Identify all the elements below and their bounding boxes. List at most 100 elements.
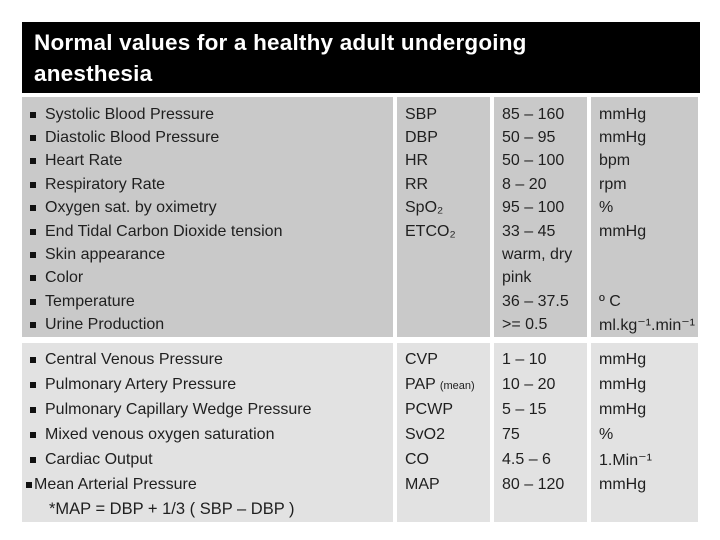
unit-cell: mmHg (591, 103, 698, 126)
value-label: warm, dry (502, 246, 573, 264)
abbr-label: MAP (405, 475, 440, 493)
abbr-cell: SpO₂ (397, 197, 490, 220)
value-label: pink (502, 269, 532, 287)
unit-label: mmHg (599, 350, 647, 368)
param-cell: Color (22, 267, 393, 290)
unit-cell: mmHg (591, 347, 698, 372)
param-cell: Oxygen sat. by oximetry (22, 197, 393, 220)
param-cell: Skin appearance (22, 243, 393, 266)
unit-cell: mmHg (591, 472, 698, 497)
param-label: Skin appearance (45, 246, 166, 264)
bullet-icon (30, 181, 36, 188)
column-parameters: Systolic Blood Pressure Diastolic Blood P… (22, 97, 393, 337)
param-label: Respiratory Rate (45, 175, 166, 193)
abbr-label: DBP (405, 129, 438, 147)
abbr-note-label: (mean) (439, 379, 475, 392)
value-label: 50 – 100 (502, 152, 565, 170)
abbr-cell (397, 267, 490, 290)
value-cell: 75 (494, 422, 587, 447)
value-cell: 4.5 – 6 (494, 447, 587, 472)
abbr-label: SpO₂ (405, 199, 444, 217)
bullet-icon (30, 275, 36, 282)
slide-title-line-1: Normal values for a healthy adult underg… (34, 30, 527, 55)
bullet-icon (30, 322, 36, 329)
value-cell: 85 – 160 (494, 103, 587, 126)
unit-cell (591, 267, 698, 290)
value-cell: pink (494, 267, 587, 290)
abbr-cell: SBP (397, 103, 490, 126)
abbr-cell: ETCO₂ (397, 220, 490, 243)
unit-label: 1.Min⁻¹ (599, 451, 652, 469)
unit-label: mmHg (599, 375, 647, 393)
value-cell: 8 – 20 (494, 173, 587, 196)
unit-label: % (599, 425, 614, 443)
abbr-label: SBP (405, 105, 438, 123)
unit-cell: mmHg (591, 397, 698, 422)
param-cell: End Tidal Carbon Dioxide tension (22, 220, 393, 243)
column-values: 85 – 160 50 – 95 50 – 100 8 – 20 95 – 100 33 … (494, 97, 587, 337)
abbr-cell: DBP (397, 126, 490, 149)
param-label: Pulmonary Artery Pressure (45, 375, 237, 393)
value-label: >= 0.5 (502, 316, 548, 334)
value-cell: 50 – 100 (494, 150, 587, 173)
abbr-cell: MAP (397, 472, 490, 497)
table-section-hemodynamics: Central Venous Pressure Pulmonary Artery … (22, 343, 698, 522)
unit-cell: mmHg (591, 220, 698, 243)
value-cell: 36 – 37.5 (494, 290, 587, 313)
abbr-label: ETCO₂ (405, 222, 456, 240)
bullet-icon (30, 111, 36, 118)
param-cell: Systolic Blood Pressure (22, 103, 393, 126)
unit-label: bpm (599, 152, 631, 170)
param-label: Diastolic Blood Pressure (45, 129, 220, 147)
unit-cell: % (591, 197, 698, 220)
param-cell: Diastolic Blood Pressure (22, 126, 393, 149)
unit-label: mmHg (599, 129, 647, 147)
value-label: 10 – 20 (502, 375, 556, 393)
abbr-label: CO (405, 450, 429, 468)
unit-label: % (599, 199, 614, 217)
bullet-icon (30, 135, 36, 142)
value-label: 33 – 45 (502, 222, 556, 240)
unit-label: rpm (599, 175, 627, 193)
param-label: Heart Rate (45, 152, 123, 170)
value-cell: 5 – 15 (494, 397, 587, 422)
column-abbreviations: SBP DBP HR RR SpO₂ ETCO₂ (397, 97, 490, 337)
abbr-label: SvO2 (405, 425, 446, 443)
param-label: Color (45, 269, 84, 287)
param-label: Systolic Blood Pressure (45, 105, 214, 123)
abbr-label: PCWP (405, 400, 453, 418)
bullet-icon (30, 158, 36, 165)
bullet-icon (30, 228, 36, 235)
abbr-cell (397, 243, 490, 266)
bullet-icon (30, 252, 36, 259)
value-label: 95 – 100 (502, 199, 565, 217)
value-label: 1 – 10 (502, 350, 547, 368)
abbr-cell: RR (397, 173, 490, 196)
value-cell: 10 – 20 (494, 372, 587, 397)
param-label: Cardiac Output (45, 450, 153, 468)
param-label: Oxygen sat. by oximetry (45, 199, 217, 217)
param-cell: Central Venous Pressure (22, 347, 393, 372)
abbr-cell: HR (397, 150, 490, 173)
column-units: mmHg mmHg mmHg% 1.Min⁻¹ mmHg (591, 343, 698, 522)
param-label: Mean Arterial Pressure (34, 475, 197, 493)
param-label: Urine Production (45, 316, 165, 334)
abbr-cell: PCWP (397, 397, 490, 422)
value-label: 80 – 120 (502, 475, 565, 493)
abbr-cell: SvO2 (397, 422, 490, 447)
value-label: 4.5 – 6 (502, 450, 551, 468)
value-label: 50 – 95 (502, 129, 556, 147)
unit-label: mmHg (599, 222, 647, 240)
value-label: 5 – 15 (502, 400, 547, 418)
value-cell: 50 – 95 (494, 126, 587, 149)
param-label: Temperature (45, 292, 135, 310)
value-label: 85 – 160 (502, 105, 565, 123)
param-label: Central Venous Pressure (45, 350, 223, 368)
unit-cell: bpm (591, 150, 698, 173)
value-label: 8 – 20 (502, 175, 547, 193)
param-label: End Tidal Carbon Dioxide tension (45, 222, 283, 240)
unit-label: mmHg (599, 105, 647, 123)
param-cell: Urine Production (22, 314, 393, 337)
bullet-icon (30, 356, 36, 363)
param-label: Pulmonary Capillary Wedge Pressure (45, 400, 312, 418)
